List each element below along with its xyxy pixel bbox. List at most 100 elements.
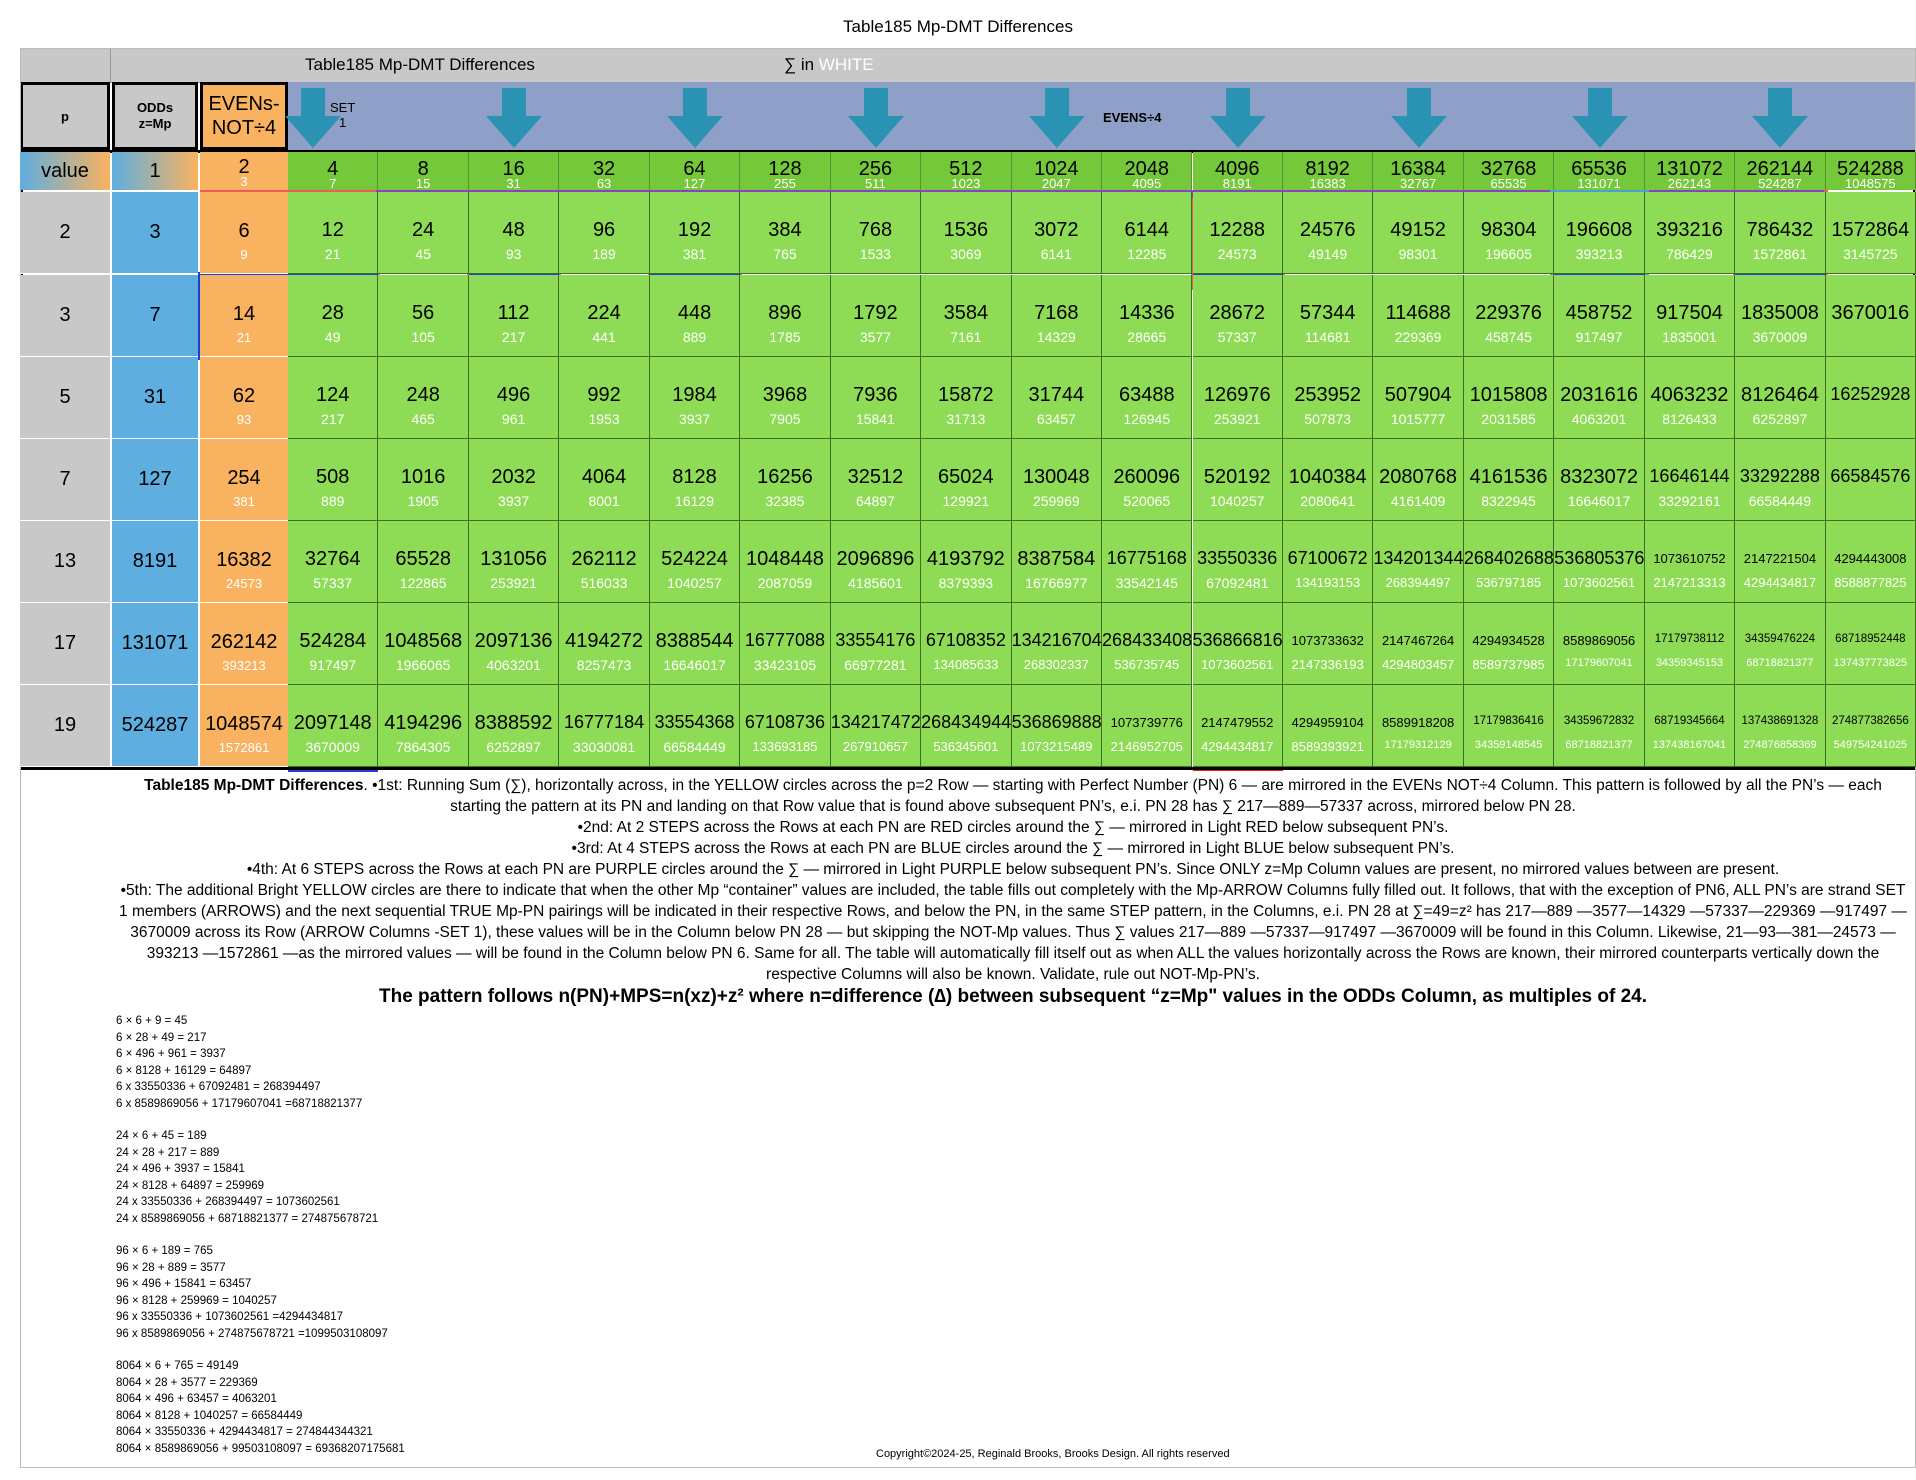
- cell-sum: 393213: [1575, 246, 1623, 262]
- table-cell: 7936 15841: [830, 357, 922, 439]
- value-cell: 32768 65535: [1463, 152, 1555, 191]
- cell-value: 508: [316, 466, 350, 488]
- cell-value: 1015808: [1469, 384, 1548, 406]
- even-sum: 381: [233, 494, 255, 509]
- cell-sum: 217: [321, 411, 345, 427]
- table-cell: 1835008 3670009: [1735, 275, 1826, 357]
- cell-sum: 8589737985: [1472, 657, 1545, 672]
- table-cell: 268433408 536735745: [1102, 603, 1193, 685]
- table-cell: 393216 786429: [1644, 192, 1736, 274]
- cell-sum: 93: [505, 246, 522, 262]
- cell-sum: 458745: [1485, 329, 1532, 345]
- table-cell: 28 49: [288, 275, 379, 357]
- cell-value: 96: [592, 219, 616, 241]
- table-cell: 57344 114681: [1282, 275, 1374, 357]
- copyright: Copyright©2024-25, Reginald Brooks, Broo…: [876, 1448, 1230, 1460]
- table-cell: 4194296 7864305: [378, 685, 469, 767]
- equation-list: 6 × 6 + 9 = 45 6 × 28 + 49 = 217 6 × 496 +…: [116, 1013, 405, 1473]
- table-cell: 8128 16129: [649, 439, 741, 521]
- table-cell: 33550336 67092481: [1192, 521, 1283, 603]
- cell-sum: 8588877825: [1834, 575, 1907, 590]
- cell-value: 896: [768, 302, 802, 324]
- cell-value: 16775168: [1106, 548, 1187, 568]
- cell-value: 260096: [1113, 466, 1181, 488]
- table-cell: 520192 1040257: [1192, 439, 1283, 521]
- cell-value: 124: [316, 384, 350, 406]
- sum-note-white: WHITE: [818, 55, 874, 74]
- cell-sum: 1073602561: [1562, 575, 1636, 590]
- cell-value: 1835008: [1740, 302, 1819, 324]
- cell-sum: 4185601: [848, 575, 903, 591]
- odd-cell: 131071: [112, 603, 198, 685]
- value-number: 4096: [1214, 158, 1260, 180]
- cell-sum: 6141: [1040, 246, 1072, 262]
- table-cell: 8387584 16766977: [1011, 521, 1103, 603]
- cell-value: 2031616: [1560, 384, 1638, 406]
- cell-sum: 268302337: [1023, 657, 1089, 672]
- cell-value: 8589918208: [1381, 715, 1455, 730]
- cell-value: 1016: [400, 466, 446, 488]
- cell-sum: 1835001: [1662, 329, 1717, 345]
- cell-sum: 34359345153: [1655, 657, 1724, 669]
- cell-sum: 516033: [580, 575, 628, 591]
- table-cell: 1073610752 2147213313: [1644, 521, 1736, 603]
- cell-value: 24576: [1299, 219, 1356, 241]
- table-cell: 1015808 2031585: [1463, 357, 1555, 439]
- table-cell: 260096 520065: [1102, 439, 1193, 521]
- cell-value: 262112: [571, 548, 637, 570]
- cell-sum: 3577: [859, 329, 891, 345]
- table-cell: 16777088 33423105: [740, 603, 831, 685]
- equation-line: 6 × 496 + 961 = 3937: [116, 1048, 226, 1060]
- table-title: Table185 Mp-DMT Differences: [305, 55, 535, 74]
- cell-sum: 520065: [1123, 493, 1171, 509]
- table-cell: 1536 3069: [921, 192, 1012, 274]
- cell-sum: 1533: [859, 246, 891, 262]
- cell-sum: 917497: [309, 657, 357, 673]
- cell-sum: 45: [415, 246, 431, 262]
- table-cell: 448 889: [649, 275, 741, 357]
- cell-value: 520192: [1203, 466, 1271, 488]
- table-cell: 384 765: [740, 192, 831, 274]
- value-sum: 63: [596, 176, 612, 191]
- table-cell: 8126464 6252897: [1735, 357, 1826, 439]
- cell-value: 4194272: [565, 630, 643, 652]
- even-not4-cell: 14 21: [200, 275, 288, 357]
- cell-sum: 4294434817: [1743, 575, 1817, 590]
- cell-sum: 8589393921: [1291, 739, 1364, 754]
- cell-value: 786432: [1746, 219, 1814, 241]
- cell-sum: 1785: [769, 329, 801, 345]
- cell-value: 8387584: [1017, 548, 1096, 570]
- table-cell: 268434944 536345601: [921, 685, 1012, 767]
- description-p1-text: . •1st: Running Sum (∑), horizontally ac…: [363, 777, 1882, 815]
- value-number: 16384: [1390, 158, 1446, 180]
- cell-sum: 33423105: [753, 657, 817, 673]
- cell-value: 28: [321, 302, 344, 324]
- table-cell: 12 21: [288, 192, 379, 274]
- value-sum: 15: [415, 176, 431, 191]
- table-cell: 1073733632 2147336193: [1282, 603, 1374, 685]
- cell-sum: 66977281: [844, 657, 907, 673]
- cell-sum: 6252897: [1752, 411, 1808, 427]
- cell-sum: 8126433: [1662, 411, 1717, 427]
- value-cell: 256 511: [830, 152, 922, 191]
- table-cell: 16252928: [1825, 357, 1916, 439]
- cell-sum: 961: [501, 411, 526, 427]
- value-cell: 131072 262143: [1644, 152, 1736, 191]
- equation-line: 8064 × 6 + 765 = 49149: [116, 1360, 239, 1372]
- value-cell: 262144 524287: [1735, 152, 1826, 191]
- even-number: 1048574: [205, 713, 283, 735]
- value-number: 32: [592, 158, 616, 180]
- even-not4-cell: 1048574 1572861: [200, 685, 288, 767]
- value-cell: 4096 8191: [1192, 152, 1283, 191]
- table-cell: 68718952448 137437773825: [1825, 603, 1916, 685]
- cell-value: 1048448: [746, 548, 824, 570]
- equation-line: 96 x 8589869056 + 274875678721 =10995031…: [116, 1327, 388, 1340]
- cell-sum: 122865: [399, 575, 447, 591]
- table-cell: 14336 28665: [1102, 275, 1193, 357]
- header-evens-line1: EVENs-: [208, 93, 280, 115]
- table-cell: 134216704 268302337: [1011, 603, 1103, 685]
- table-cell: 17179738112 34359345153: [1644, 603, 1736, 685]
- value-number: 8192: [1305, 158, 1350, 180]
- table-cell: 992 1953: [559, 357, 650, 439]
